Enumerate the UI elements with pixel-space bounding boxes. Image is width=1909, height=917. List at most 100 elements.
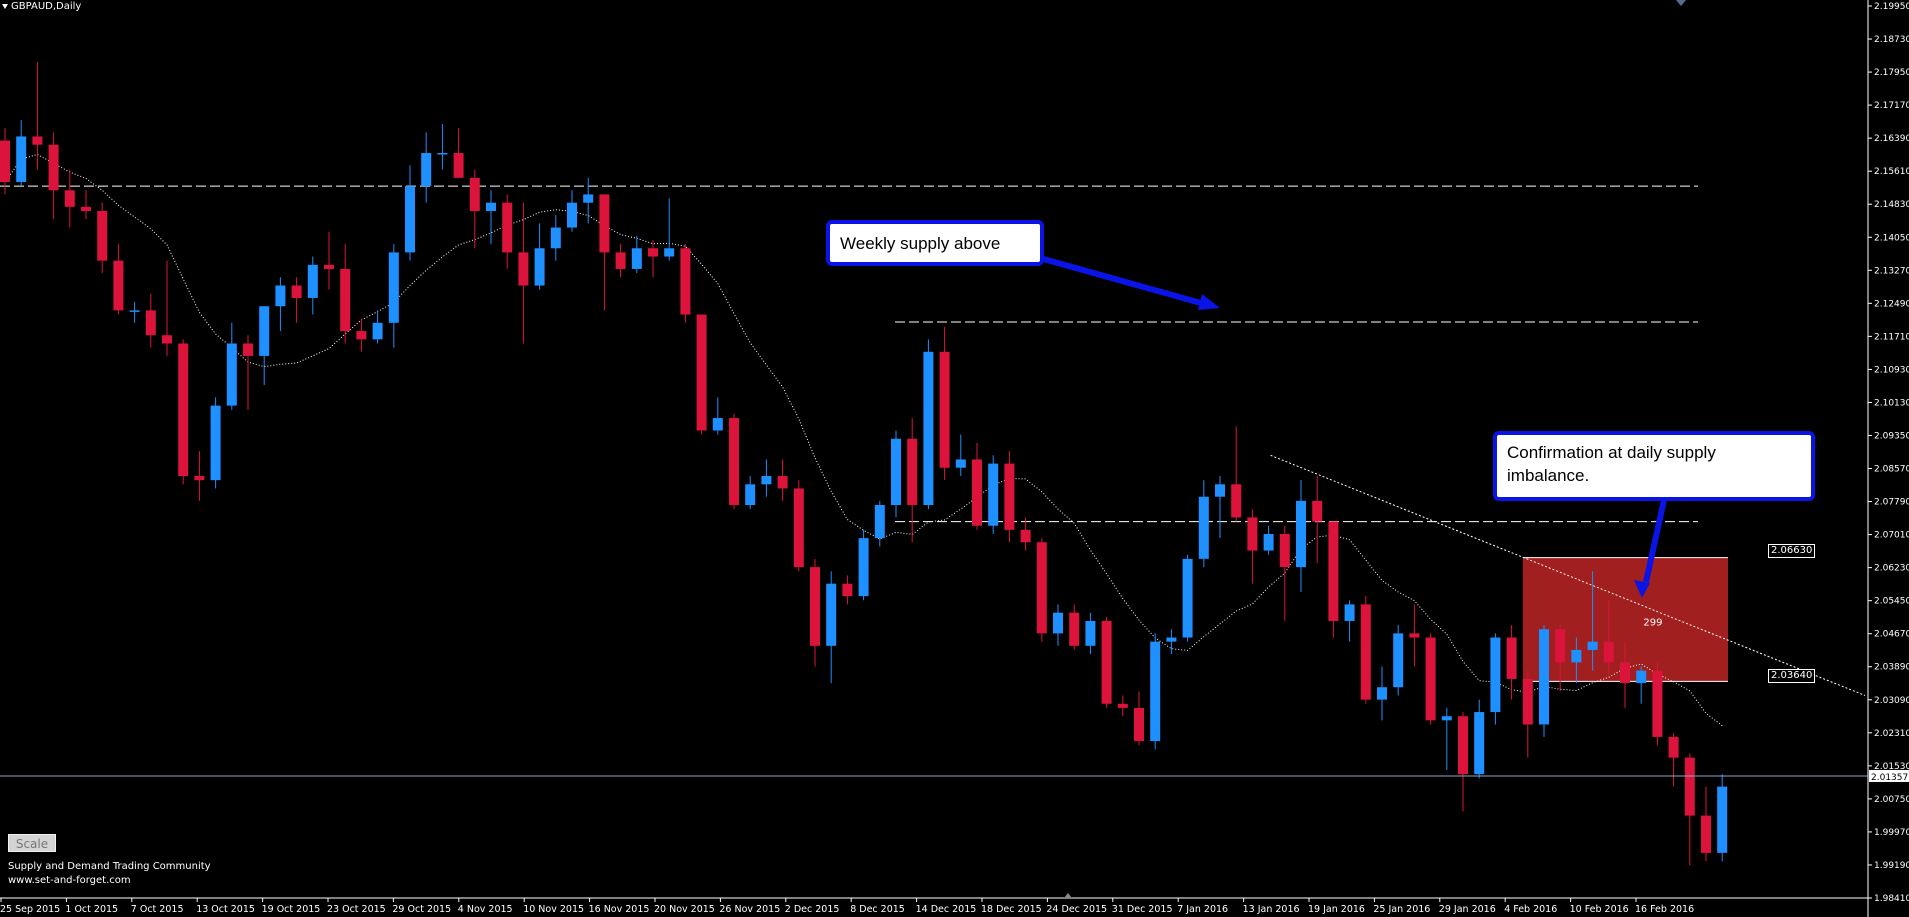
scale-button[interactable]: Scale — [8, 834, 56, 852]
candle-42 — [680, 244, 691, 323]
x-tick-label: 7 Jan 2016 — [1177, 904, 1228, 915]
candle-body — [1571, 649, 1582, 663]
candle-5 — [81, 190, 91, 220]
candle-body — [194, 476, 205, 481]
candle-body — [534, 248, 545, 286]
x-tick-label: 16 Feb 2016 — [1635, 904, 1694, 915]
chart-menu-arrow-icon[interactable] — [2, 4, 8, 9]
candle-73 — [1182, 554, 1193, 642]
candle-body — [259, 306, 270, 356]
candle-body — [97, 210, 108, 261]
candle-body — [388, 252, 399, 323]
candle-body — [1279, 533, 1290, 568]
candle-22 — [356, 318, 367, 352]
candle-body — [1522, 678, 1533, 725]
y-tick-label: 2.04670 — [1874, 630, 1909, 640]
candle-body — [1539, 629, 1549, 725]
candle-body — [178, 343, 189, 477]
candle-26 — [421, 132, 432, 203]
candle-74 — [1198, 480, 1209, 568]
x-tick-label: 31 Dec 2015 — [1112, 904, 1173, 915]
y-tick-label: 2.14830 — [1874, 200, 1909, 210]
candle-37 — [599, 194, 610, 311]
candle-57 — [923, 339, 934, 510]
y-tick-label: 2.11710 — [1874, 332, 1909, 342]
candle-98 — [1587, 571, 1598, 671]
candle-body — [680, 248, 691, 315]
candle-body — [1069, 612, 1080, 646]
candle-body — [162, 335, 172, 344]
y-tick-label: 2.15610 — [1874, 167, 1909, 177]
candle-50 — [810, 558, 820, 667]
daily-arrow-head-icon — [1634, 580, 1650, 598]
candle-79 — [1279, 525, 1290, 621]
candle-69 — [1117, 695, 1128, 717]
candle-67 — [1085, 612, 1096, 655]
footer-website-link[interactable]: www.set-and-forget.com — [8, 875, 131, 886]
chart-title[interactable]: GBPAUD,Daily — [2, 1, 81, 12]
candle-body — [64, 190, 75, 207]
x-tick-label: 10 Nov 2015 — [523, 904, 584, 915]
candle-60 — [972, 442, 982, 530]
trend-line — [1270, 454, 1866, 696]
y-tick-label: 2.18730 — [1874, 35, 1909, 45]
candle-body — [648, 248, 658, 257]
candle-body — [1701, 815, 1711, 853]
y-tick-label: 2.03090 — [1874, 696, 1909, 706]
x-tick-label: 29 Oct 2015 — [392, 904, 451, 915]
y-tick-label: 2.02310 — [1874, 729, 1909, 739]
y-tick-label: 2.17950 — [1874, 68, 1909, 78]
candle-body — [453, 153, 464, 178]
x-tick-label: 18 Dec 2015 — [981, 904, 1042, 915]
daily-supply-text: Confirmation at daily supply imbalance. — [1507, 443, 1716, 485]
candle-body — [129, 310, 140, 312]
x-tick-label: 8 Dec 2015 — [850, 904, 905, 915]
candle-body — [729, 418, 739, 506]
candle-body — [1134, 707, 1144, 742]
candle-46 — [745, 476, 756, 510]
candle-body — [1053, 612, 1063, 634]
candle-body — [1474, 712, 1485, 775]
chart-shift-marker-icon — [1676, 0, 1686, 6]
candle-66 — [1069, 604, 1080, 650]
candle-94 — [1522, 670, 1533, 758]
candle-27 — [437, 124, 448, 170]
candle-104 — [1684, 753, 1695, 866]
candle-body — [1231, 484, 1242, 518]
scroll-marker-icon — [1064, 893, 1072, 898]
candle-41 — [664, 198, 675, 261]
candle-44 — [712, 397, 723, 435]
candle-body — [1377, 687, 1387, 700]
candle-84 — [1360, 596, 1371, 704]
candle-28 — [453, 128, 464, 178]
candle-body — [955, 459, 966, 468]
candle-90 — [1458, 712, 1468, 812]
y-tick-label: 2.19950 — [1874, 2, 1909, 12]
y-tick-label: 2.17170 — [1874, 101, 1909, 111]
candle-14 — [226, 322, 237, 410]
candle-88 — [1425, 633, 1436, 725]
candle-25 — [405, 165, 415, 261]
candle-54 — [874, 500, 885, 547]
candle-2 — [32, 61, 43, 170]
candle-body — [1085, 620, 1096, 646]
candle-33 — [534, 223, 545, 290]
x-tick-label: 23 Oct 2015 — [327, 904, 386, 915]
x-tick-label: 19 Jan 2016 — [1308, 904, 1365, 915]
candle-101 — [1636, 666, 1647, 704]
candle-32 — [518, 202, 529, 344]
y-tick-label: 2.16390 — [1874, 134, 1909, 144]
candle-body — [48, 144, 59, 191]
candle-23 — [372, 310, 383, 344]
candle-76 — [1231, 426, 1242, 522]
candle-body — [939, 351, 950, 468]
y-tick-label: 2.14050 — [1874, 233, 1909, 243]
x-tick-label: 19 Oct 2015 — [262, 904, 321, 915]
y-tick-label: 2.10930 — [1874, 365, 1909, 375]
candle-body — [923, 351, 934, 506]
weekly-supply-text: Weekly supply above — [840, 234, 1001, 253]
candle-body — [664, 248, 675, 257]
candle-body — [1587, 641, 1598, 650]
candle-52 — [842, 575, 853, 605]
